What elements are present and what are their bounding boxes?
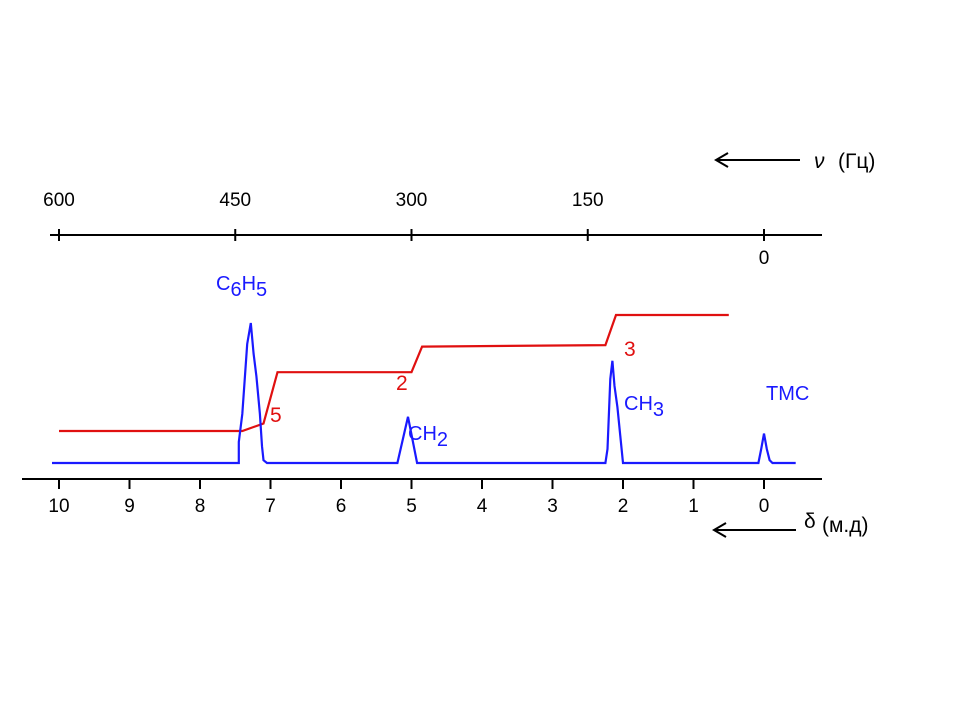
top-tick-label: 150 bbox=[572, 190, 604, 211]
bottom-tick-label: 7 bbox=[265, 496, 276, 517]
bottom-tick-label: 5 bbox=[406, 496, 417, 517]
bottom-axis-ticks: 10 9 8 7 6 5 4 3 2 1 0 bbox=[48, 479, 769, 517]
top-axis-unit-label: ν (Гц) bbox=[714, 150, 875, 173]
top-tick-label: 0 bbox=[759, 248, 770, 269]
bottom-tick-label: 2 bbox=[618, 496, 629, 517]
top-arrow-head-icon bbox=[714, 152, 729, 168]
top-tick-label: 600 bbox=[43, 190, 75, 211]
ch3-ch: CH bbox=[624, 393, 653, 415]
spectrum-curve bbox=[52, 322, 796, 465]
bottom-axis-unit: (м.д) bbox=[822, 514, 869, 537]
integral-label-3: 3 bbox=[624, 338, 636, 361]
bottom-axis-symbol: δ bbox=[804, 510, 816, 533]
bottom-axis-unit-label: δ (м.д) bbox=[712, 510, 869, 538]
integral-label-2: 2 bbox=[396, 372, 408, 395]
bottom-tick-label: 6 bbox=[336, 496, 347, 517]
ch2-ch: CH bbox=[408, 423, 437, 445]
bottom-tick-label: 4 bbox=[477, 496, 488, 517]
top-axis-ticks: 9007506004503001500 bbox=[43, 190, 770, 269]
bottom-tick-label: 1 bbox=[688, 496, 699, 517]
bottom-arrow-head-icon bbox=[712, 522, 727, 538]
c6h5-sub-5: 5 bbox=[256, 279, 267, 301]
top-axis-symbol: ν bbox=[814, 150, 825, 173]
peak-label-ch3: CH3 bbox=[624, 393, 664, 421]
ch3-sub: 3 bbox=[653, 399, 664, 421]
bottom-tick-label: 0 bbox=[759, 496, 770, 517]
peak-label-c6h5: C6H5 bbox=[216, 273, 267, 301]
c6h5-c: C bbox=[216, 273, 230, 295]
c6h5-sub-6: 6 bbox=[230, 279, 241, 301]
bottom-tick-label: 9 bbox=[124, 496, 135, 517]
integral-label-5: 5 bbox=[270, 404, 282, 427]
integral-curve bbox=[59, 313, 729, 433]
peak-label-ch2: CH2 bbox=[408, 423, 448, 451]
bottom-tick-label: 8 bbox=[195, 496, 206, 517]
bottom-tick-label: 10 bbox=[48, 496, 69, 517]
top-axis-unit: (Гц) bbox=[838, 150, 875, 173]
top-tick-label: 300 bbox=[396, 190, 428, 211]
peak-label-tmc: TMC bbox=[766, 383, 809, 405]
ch2-sub: 2 bbox=[437, 429, 448, 451]
bottom-tick-label: 3 bbox=[547, 496, 558, 517]
top-tick-label: 450 bbox=[219, 190, 251, 211]
c6h5-h: H bbox=[242, 273, 256, 295]
